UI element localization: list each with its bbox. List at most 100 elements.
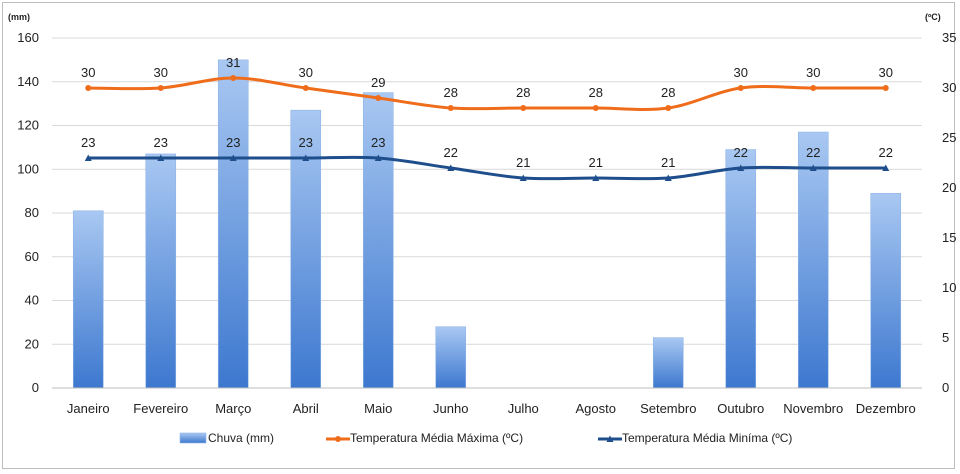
axes: 0 20 40 60 80 100 120 140 160 0 5 10 15 20 25 30 35 Janei… [17, 30, 956, 416]
min-point-11 [882, 164, 890, 171]
min-label-5: 22 [444, 145, 458, 160]
bar-Março [217, 59, 249, 389]
x-tick-label-4: Maio [364, 401, 392, 416]
bar-Novembro [797, 131, 829, 389]
min-point-2 [229, 154, 237, 161]
min-label-4: 23 [371, 135, 385, 150]
right-tick-label-15: 15 [942, 230, 956, 245]
max-point-1 [157, 85, 164, 91]
legend-swatch-min-marker [606, 435, 614, 442]
x-tick-label-7: Agosto [576, 401, 616, 416]
max-point-8 [665, 105, 672, 111]
min-label-1: 23 [154, 135, 168, 150]
gridlines [52, 37, 922, 345]
min-label-11: 22 [879, 145, 893, 160]
right-tick-label-25: 25 [942, 130, 956, 145]
min-label-3: 23 [299, 135, 313, 150]
left-tick-label-140: 140 [17, 74, 39, 89]
min-label-10: 22 [806, 145, 820, 160]
left-axis-unit: (mm) [8, 12, 30, 22]
legend-swatch-max-marker [335, 436, 341, 442]
max-label-5: 28 [444, 85, 458, 100]
series-line-1 [88, 76, 886, 111]
min-point-10 [809, 164, 817, 171]
max-label-1: 30 [154, 65, 168, 80]
max-point-4 [375, 95, 382, 101]
left-tick-label-20: 20 [25, 336, 39, 351]
bar-Maio [362, 92, 394, 389]
max-label-0: 30 [81, 65, 95, 80]
x-tick-label-11: Dezembro [856, 401, 916, 416]
min-point-0 [84, 154, 92, 161]
left-tick-label-60: 60 [25, 249, 39, 264]
line-series [84, 75, 890, 181]
max-label-8: 28 [661, 85, 675, 100]
min-label-0: 23 [81, 135, 95, 150]
bar-series [72, 59, 902, 389]
max-label-9: 30 [734, 65, 748, 80]
min-point-7 [592, 174, 600, 181]
bar-Abril [290, 109, 322, 389]
min-label-7: 21 [589, 155, 603, 170]
max-point-5 [447, 105, 454, 111]
bar-Setembro [652, 337, 684, 389]
max-point-11 [882, 85, 889, 91]
left-tick-label-0: 0 [32, 380, 39, 395]
x-tick-label-6: Julho [508, 401, 539, 416]
min-point-6 [519, 174, 527, 181]
max-label-3: 30 [299, 65, 313, 80]
bar-Junho [435, 326, 467, 389]
min-point-5 [447, 164, 455, 171]
x-tick-label-5: Junho [433, 401, 468, 416]
max-point-0 [85, 85, 92, 91]
max-label-7: 28 [589, 85, 603, 100]
data-labels: 30 30 31 30 29 28 28 28 28 30 30 30 23 23 23 23 23 22 21 21… [81, 55, 893, 170]
max-point-2 [230, 75, 237, 81]
bar-Janeiro [72, 210, 104, 389]
right-tick-label-30: 30 [942, 80, 956, 95]
right-tick-label-10: 10 [942, 280, 956, 295]
min-point-1 [157, 154, 165, 161]
right-tick-label-0: 0 [942, 380, 949, 395]
max-point-6 [520, 105, 527, 111]
legend-label-min: Temperatura Média Miníma (ºC) [622, 431, 792, 445]
min-point-4 [374, 154, 382, 161]
left-tick-label-80: 80 [25, 205, 39, 220]
min-label-2: 23 [226, 135, 240, 150]
x-tick-label-9: Outubro [717, 401, 764, 416]
max-point-3 [302, 85, 309, 91]
x-tick-label-2: Março [215, 401, 251, 416]
max-label-11: 30 [879, 65, 893, 80]
legend-label-max: Temperatura Média Máxima (ºC) [350, 431, 523, 445]
max-label-10: 30 [806, 65, 820, 80]
min-point-3 [302, 154, 310, 161]
bar-Dezembro [870, 193, 902, 389]
max-point-9 [737, 85, 744, 91]
max-label-6: 28 [516, 85, 530, 100]
max-label-2: 31 [226, 55, 240, 70]
min-label-9: 22 [734, 145, 748, 160]
min-label-6: 21 [516, 155, 530, 170]
right-tick-label-20: 20 [942, 180, 956, 195]
x-tick-label-3: Abril [293, 401, 319, 416]
min-point-8 [664, 174, 672, 181]
min-label-8: 21 [661, 155, 675, 170]
bar-Fevereiro [145, 153, 177, 389]
right-axis-unit: (ºC) [925, 12, 941, 22]
x-tick-label-1: Fevereiro [133, 401, 188, 416]
series-line-2 [88, 155, 886, 181]
left-tick-label-100: 100 [17, 161, 39, 176]
left-tick-label-160: 160 [17, 30, 39, 45]
left-tick-label-40: 40 [25, 293, 39, 308]
max-point-10 [810, 85, 817, 91]
x-tick-label-8: Setembro [640, 401, 696, 416]
max-label-4: 29 [371, 75, 385, 90]
right-tick-label-35: 35 [942, 30, 956, 45]
legend-swatch-chuva [179, 432, 207, 444]
legend: Chuva (mm) Temperatura Média Máxima (ºC) T… [179, 431, 792, 445]
max-point-7 [592, 105, 599, 111]
left-tick-label-120: 120 [17, 118, 39, 133]
x-tick-label-10: Novembro [783, 401, 843, 416]
x-tick-label-0: Janeiro [67, 401, 110, 416]
